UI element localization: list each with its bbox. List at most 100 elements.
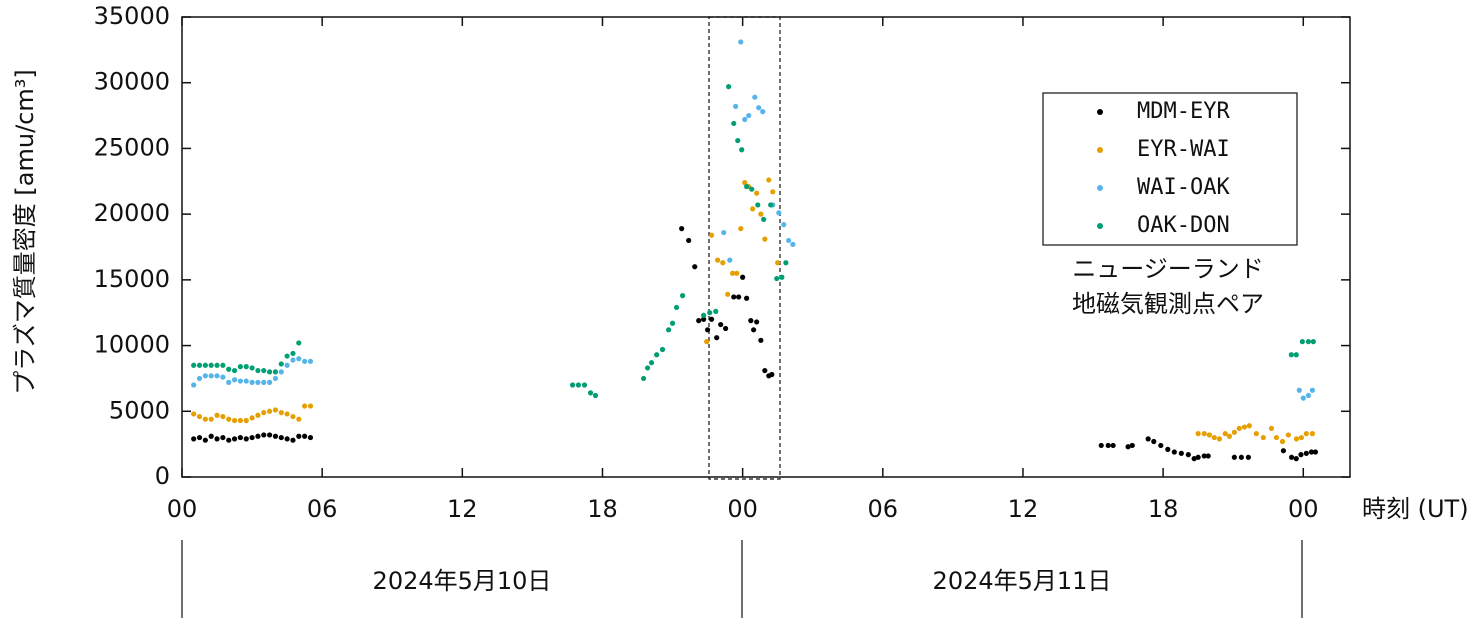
data-point xyxy=(214,412,220,418)
data-point xyxy=(302,433,308,439)
data-point xyxy=(654,352,660,358)
data-point xyxy=(290,357,296,363)
data-point xyxy=(290,350,296,357)
data-point xyxy=(296,356,302,362)
data-point xyxy=(202,437,208,443)
data-point xyxy=(243,417,249,424)
data-point xyxy=(1280,448,1287,454)
data-point xyxy=(237,378,243,384)
data-point xyxy=(696,318,702,324)
data-point xyxy=(1293,436,1300,442)
data-point xyxy=(1310,339,1316,345)
legend-label: MDM-EYR xyxy=(1137,99,1230,124)
data-point xyxy=(191,436,197,442)
data-point xyxy=(243,364,249,370)
y-tick-label: 5000 xyxy=(109,396,170,424)
data-point xyxy=(296,416,302,422)
data-point xyxy=(1293,456,1299,462)
x-axis-label: 時刻 (UT) xyxy=(1362,495,1469,523)
data-point xyxy=(302,358,308,364)
data-point xyxy=(1226,433,1233,439)
data-point xyxy=(581,382,588,388)
data-point xyxy=(713,308,719,314)
data-point xyxy=(1185,452,1191,458)
data-point xyxy=(1236,425,1242,431)
data-point xyxy=(1145,436,1151,442)
data-point xyxy=(727,257,733,263)
data-point xyxy=(1216,436,1223,442)
data-point xyxy=(758,211,764,217)
data-point xyxy=(1211,434,1217,441)
data-point xyxy=(243,436,249,442)
data-point xyxy=(231,367,238,374)
y-tick-label: 0 xyxy=(155,462,170,490)
data-point xyxy=(220,434,226,441)
data-point xyxy=(249,434,255,441)
x-tick-label: 06 xyxy=(868,495,899,523)
data-point xyxy=(284,436,290,442)
legend-label: OAK-DON xyxy=(1137,213,1230,238)
data-point xyxy=(220,374,226,380)
data-point xyxy=(202,373,208,379)
data-point xyxy=(726,84,732,90)
data-point xyxy=(202,416,208,422)
y-tick-label: 15000 xyxy=(94,265,170,293)
data-point xyxy=(1253,431,1259,437)
date-label: 2024年5月10日 xyxy=(373,567,552,595)
data-point xyxy=(267,369,273,375)
data-point xyxy=(220,362,226,368)
legend-marker xyxy=(1097,223,1103,229)
data-point xyxy=(231,436,238,442)
data-point xyxy=(237,417,243,424)
data-point xyxy=(1299,339,1305,345)
x-tick-label: 00 xyxy=(167,495,198,523)
data-point xyxy=(735,137,741,144)
data-point xyxy=(1241,424,1248,430)
data-point xyxy=(191,411,197,417)
data-point xyxy=(1171,449,1177,455)
data-point xyxy=(762,367,768,374)
legend-marker xyxy=(1097,185,1103,191)
data-point xyxy=(752,94,758,100)
data-point xyxy=(1129,442,1135,449)
data-point xyxy=(669,320,676,326)
data-point xyxy=(1110,442,1116,449)
data-point xyxy=(742,116,748,123)
data-point xyxy=(786,237,792,244)
data-point xyxy=(587,390,594,396)
data-point xyxy=(701,312,707,318)
data-point xyxy=(734,270,740,276)
data-point xyxy=(725,291,731,297)
data-point xyxy=(272,375,279,382)
data-point xyxy=(592,392,599,399)
data-point xyxy=(272,433,279,439)
data-point xyxy=(738,39,744,45)
data-point xyxy=(665,327,672,333)
data-point xyxy=(214,373,220,379)
data-point xyxy=(302,403,308,409)
data-point xyxy=(278,434,284,441)
data-point xyxy=(1308,449,1315,455)
x-tick-label: 18 xyxy=(1148,495,1179,523)
y-tick-label: 10000 xyxy=(94,331,170,359)
data-point xyxy=(296,340,302,346)
data-point xyxy=(736,294,742,300)
data-point xyxy=(1305,392,1312,399)
data-point xyxy=(648,360,655,366)
data-point xyxy=(680,293,686,299)
data-point xyxy=(1303,450,1309,456)
data-point xyxy=(751,327,757,333)
data-point xyxy=(1178,450,1184,456)
legend-marker xyxy=(1097,109,1103,115)
data-point xyxy=(255,412,261,418)
data-point xyxy=(1298,434,1305,441)
data-point xyxy=(1305,339,1312,345)
data-point xyxy=(733,103,739,109)
data-point xyxy=(278,410,284,416)
data-point xyxy=(754,190,760,196)
data-point xyxy=(1195,431,1201,437)
data-point xyxy=(1201,453,1207,459)
legend-label: EYR-WAI xyxy=(1137,137,1230,162)
data-point xyxy=(720,260,726,266)
data-point xyxy=(1289,454,1295,460)
